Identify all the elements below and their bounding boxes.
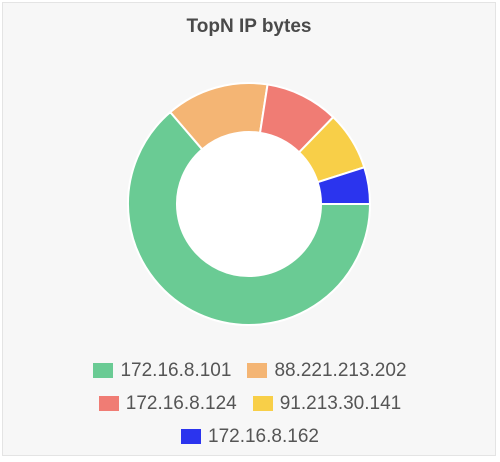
legend-row: 172.16.8.124 91.213.30.141	[0, 387, 500, 420]
legend-swatch	[247, 363, 268, 378]
legend-row: 172.16.8.101 88.221.213.202	[0, 354, 500, 387]
donut-chart	[127, 82, 372, 326]
legend-item[interactable]: 88.221.213.202	[247, 359, 407, 382]
legend-swatch	[98, 396, 119, 411]
chart-legend: 172.16.8.101 88.221.213.202 172.16.8.124…	[0, 354, 500, 453]
legend-item[interactable]: 172.16.8.162	[181, 426, 319, 448]
legend-swatch	[93, 363, 114, 378]
legend-label: 88.221.213.202	[274, 359, 407, 381]
legend-item[interactable]: 172.16.8.101	[93, 360, 231, 382]
legend-item[interactable]: 91.213.30.141	[252, 392, 402, 415]
legend-row: 172.16.8.162	[0, 420, 500, 453]
chart-title: TopN IP bytes	[186, 16, 312, 37]
donut-hole	[177, 132, 321, 276]
legend-label: 91.213.30.141	[279, 392, 402, 414]
legend-label: 172.16.8.124	[125, 392, 237, 414]
legend-swatch	[181, 429, 202, 444]
legend-label: 172.16.8.101	[120, 359, 232, 381]
legend-item[interactable]: 172.16.8.124	[98, 392, 237, 415]
legend-label: 172.16.8.162	[208, 425, 319, 447]
legend-swatch	[252, 396, 273, 411]
